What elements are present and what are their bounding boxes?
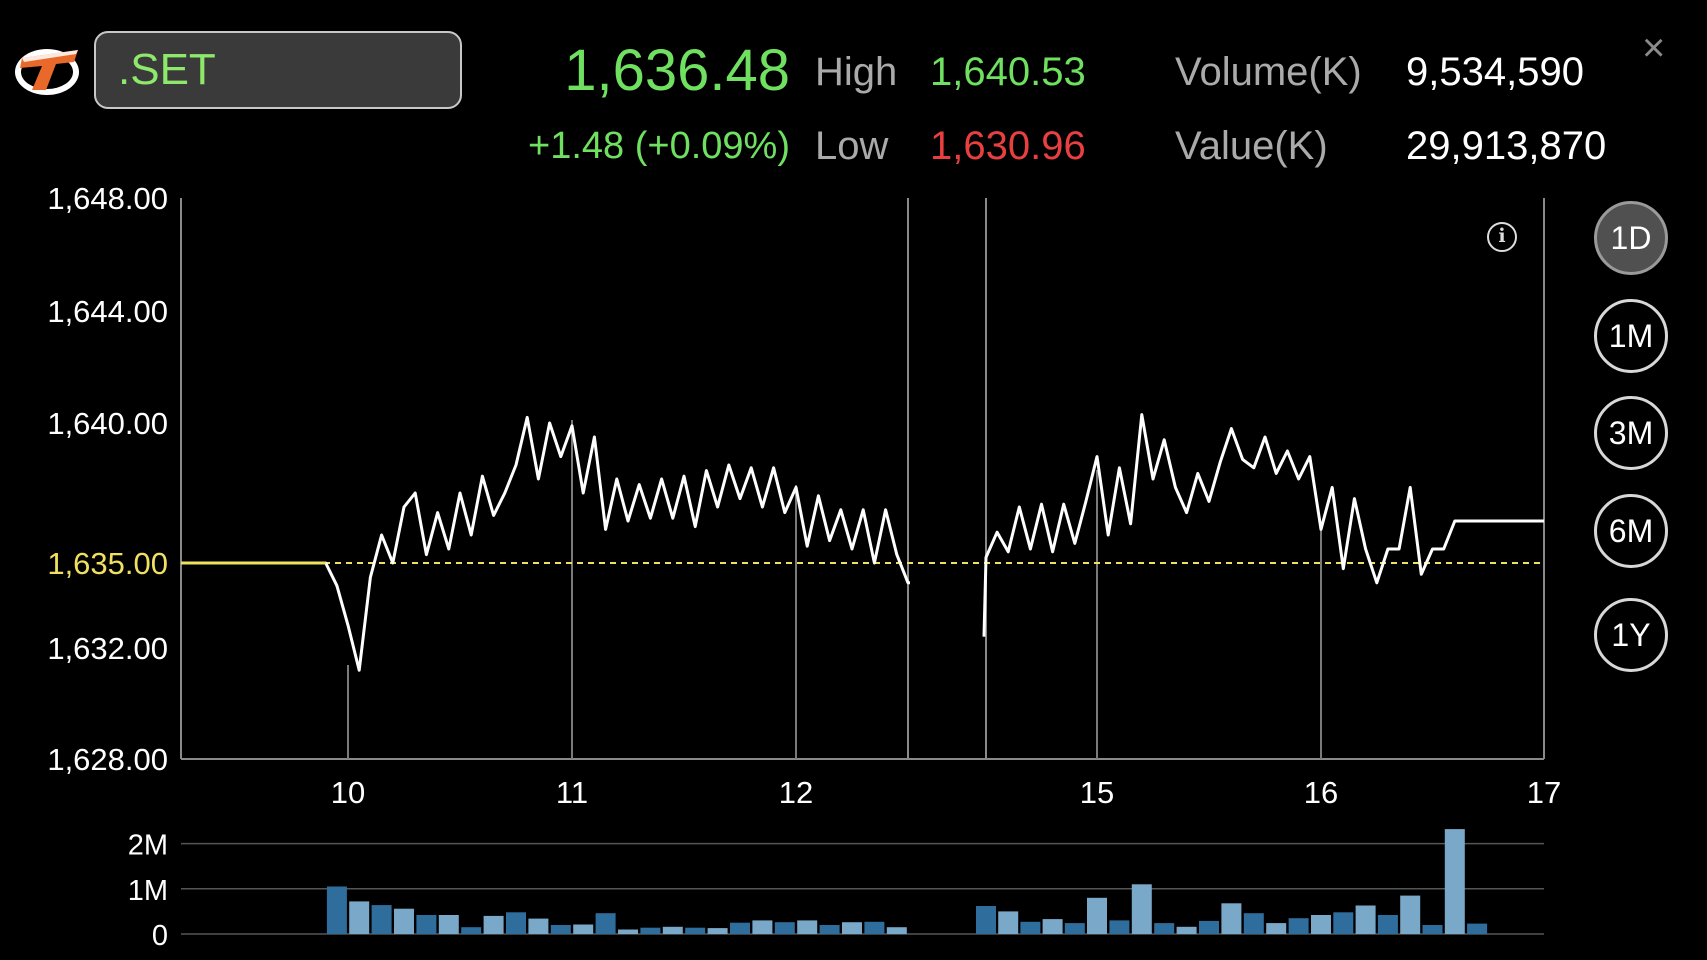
volume-bar xyxy=(550,925,571,934)
volume-bar xyxy=(573,924,594,934)
symbol-input[interactable]: .SET xyxy=(94,31,462,109)
volume-bar xyxy=(797,920,818,934)
volume-bar xyxy=(640,927,661,934)
volume-bar xyxy=(1311,915,1331,934)
volume-bar xyxy=(1243,913,1264,934)
volume-bar xyxy=(1400,895,1421,934)
price-line-layer xyxy=(181,413,1544,672)
volume-bar xyxy=(1333,912,1354,934)
volume-bar xyxy=(1355,905,1376,934)
volume-bar xyxy=(1444,829,1465,934)
info-icon[interactable]: i xyxy=(1487,222,1517,252)
volume-tick-label: 0 xyxy=(152,920,168,952)
x-tick-label: 10 xyxy=(331,775,365,810)
y-tick-label: 1,632.00 xyxy=(47,631,168,666)
y-tick-label: 1,644.00 xyxy=(47,294,168,329)
axis-labels: 1,628.00 1,632.00 1,635.00 1,640.00 1,644.00… xyxy=(47,181,1561,952)
volume-bar xyxy=(1131,884,1152,934)
high-value: 1,640.53 xyxy=(930,50,1086,94)
volume-bar xyxy=(1422,925,1443,934)
volume-bar xyxy=(730,922,750,934)
volume-bar xyxy=(438,915,459,934)
volume-bar xyxy=(349,901,370,934)
range-button-6m[interactable]: 6M xyxy=(1594,494,1668,568)
x-tick-label: 16 xyxy=(1304,775,1338,810)
volume-bar xyxy=(1087,897,1107,934)
y-tick-label: 1,648.00 xyxy=(47,181,168,216)
high-label: High xyxy=(815,50,898,94)
close-icon[interactable]: × xyxy=(1642,26,1666,70)
volume-bar xyxy=(1288,918,1309,934)
last-price: 1,636.48 xyxy=(564,38,790,103)
volume-bar xyxy=(1154,923,1175,934)
prev-close-label: 1,635.00 xyxy=(47,546,168,581)
volume-bar xyxy=(707,928,728,934)
volume-bar xyxy=(416,915,437,934)
volume-bar xyxy=(461,927,482,934)
volume-bar xyxy=(976,906,996,934)
volume-bar xyxy=(998,911,1019,934)
volume-bar xyxy=(1176,926,1197,934)
x-tick-label: 15 xyxy=(1080,775,1114,810)
volume-chart xyxy=(181,829,1544,935)
value-value: 29,913,870 xyxy=(1406,124,1607,168)
value-label: Value(K) xyxy=(1175,124,1328,168)
volume-bar xyxy=(528,918,549,934)
range-button-1m[interactable]: 1M xyxy=(1594,299,1668,373)
volume-bar xyxy=(685,927,706,934)
brand-logo-icon xyxy=(12,44,82,100)
volume-bar xyxy=(1199,920,1219,934)
volume-bar xyxy=(886,927,907,934)
low-label: Low xyxy=(815,124,889,168)
x-tick-label: 12 xyxy=(779,775,813,810)
low-value: 1,630.96 xyxy=(930,124,1086,168)
volume-bar xyxy=(394,908,414,934)
volume-bar xyxy=(842,922,862,934)
volume-tick-label: 1M xyxy=(128,875,168,907)
range-button-1d[interactable]: 1D xyxy=(1594,201,1668,275)
volume-tick-label: 2M xyxy=(128,830,168,862)
volume-bar xyxy=(1064,923,1085,934)
volume-bar xyxy=(326,886,347,934)
chart-grid xyxy=(180,198,1545,760)
volume-bar xyxy=(371,905,392,934)
range-button-3m[interactable]: 3M xyxy=(1594,396,1668,470)
volume-value: 9,534,590 xyxy=(1406,50,1584,94)
volume-bar xyxy=(1042,919,1063,934)
price-line-series xyxy=(181,415,910,672)
y-tick-label: 1,640.00 xyxy=(47,406,168,441)
x-tick-label: 17 xyxy=(1527,775,1561,810)
volume-bar xyxy=(483,915,504,934)
volume-bar xyxy=(1109,920,1130,934)
volume-bar xyxy=(1221,903,1242,934)
volume-bar xyxy=(506,912,526,934)
volume-bar xyxy=(774,922,795,934)
x-tick-label: 11 xyxy=(556,775,588,810)
volume-bar xyxy=(752,920,773,934)
volume-bar xyxy=(662,926,683,934)
volume-bar xyxy=(1377,915,1398,934)
price-line-series xyxy=(982,413,1544,637)
volume-bar xyxy=(864,921,885,934)
volume-bar xyxy=(1266,923,1287,934)
volume-bar xyxy=(618,929,638,934)
volume-bar xyxy=(819,925,840,934)
volume-bar xyxy=(595,913,616,934)
volume-label: Volume(K) xyxy=(1175,50,1362,94)
volume-bar xyxy=(1467,923,1488,934)
y-tick-label: 1,628.00 xyxy=(47,742,168,777)
price-change: +1.48 (+0.09%) xyxy=(528,125,790,167)
range-button-1y[interactable]: 1Y xyxy=(1594,598,1668,672)
volume-bar xyxy=(1020,921,1041,934)
